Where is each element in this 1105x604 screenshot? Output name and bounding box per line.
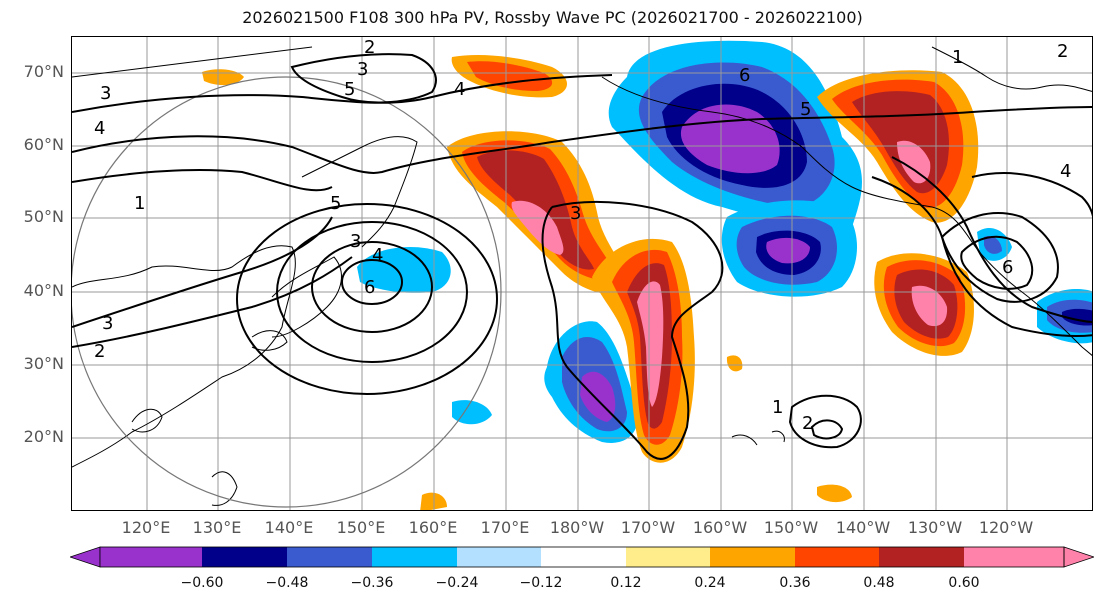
colorbar-bin xyxy=(626,547,710,567)
lat-label-60n: 60°N xyxy=(23,135,64,154)
contour-label: 4 xyxy=(454,79,465,100)
colorbar-tick-label: 0.12 xyxy=(610,575,642,591)
negative-anomaly-japan xyxy=(357,247,492,425)
contour-label: 3 xyxy=(350,231,361,252)
negative-anomaly-west-coast xyxy=(977,227,1092,344)
contour-label-group: 2 3 5 4 6 1 2 3 4 5 6 1 2 3 3 4 5 6 1 2 … xyxy=(94,37,1071,434)
colorbar-tick-label: 0.60 xyxy=(948,575,980,591)
lon-label-170w: 170°W xyxy=(620,518,676,537)
contour-label: 2 xyxy=(94,341,105,362)
lon-label-120e: 120°E xyxy=(121,518,171,537)
colorbar-tick-label: −0.12 xyxy=(519,575,563,591)
contour-label: 3 xyxy=(100,83,111,104)
lon-label-160w: 160°W xyxy=(692,518,748,537)
pv-map: 2 3 5 4 6 1 2 3 4 5 6 1 2 3 3 4 5 6 1 2 … xyxy=(72,37,1092,510)
contour-label: 4 xyxy=(372,245,383,266)
contour-label: 3 xyxy=(570,203,581,224)
colorbar-outline xyxy=(99,546,1065,568)
lon-label-150w: 150°W xyxy=(763,518,819,537)
lat-lon-grid xyxy=(72,37,1092,510)
colorbar-tick-label: −0.48 xyxy=(265,575,309,591)
colorbar-bin xyxy=(710,547,795,567)
contour-label: 4 xyxy=(94,118,105,139)
lon-label-140e: 140°E xyxy=(264,518,314,537)
colorbar-bin xyxy=(964,547,1064,567)
lon-label-130e: 130°E xyxy=(192,518,242,537)
contour-label: 2 xyxy=(802,413,813,434)
colorbar-bin xyxy=(372,547,457,567)
pv-contours xyxy=(72,53,1092,460)
positive-anomaly-small xyxy=(202,55,852,510)
contour-label: 4 xyxy=(1060,161,1071,182)
negative-anomaly-central-pacific xyxy=(721,200,857,297)
lon-label-150e: 150°E xyxy=(336,518,386,537)
colorbar-tick-label: −0.24 xyxy=(435,575,479,591)
contour-label: 5 xyxy=(330,193,341,214)
contour-label: 2 xyxy=(364,37,375,58)
contour-label: 1 xyxy=(952,47,963,68)
lat-label-30n: 30°N xyxy=(23,354,64,373)
lon-label-130w: 130°W xyxy=(907,518,963,537)
lat-label-20n: 20°N xyxy=(23,427,64,446)
map-title: 2026021500 F108 300 hPa PV, Rossby Wave … xyxy=(242,8,863,27)
colorbar-tick-label: −0.60 xyxy=(180,575,224,591)
positive-anomaly-east-pacific xyxy=(874,253,974,356)
contour-label: 5 xyxy=(800,99,811,120)
lat-label-50n: 50°N xyxy=(23,207,64,226)
colorbar-bin xyxy=(457,547,541,567)
negative-anomaly-north-pacific xyxy=(608,40,862,231)
contour-label: 5 xyxy=(344,79,355,100)
coastlines xyxy=(72,46,1092,506)
positive-anomaly-dateline xyxy=(592,238,695,463)
colorbar xyxy=(70,546,1094,568)
lon-label-140w: 140°W xyxy=(835,518,891,537)
colorbar-tick-label: 0.48 xyxy=(863,575,895,591)
contour-label: 6 xyxy=(1002,257,1013,278)
contour-label: 1 xyxy=(134,193,145,214)
lon-label-120w: 120°W xyxy=(978,518,1034,537)
contour-label: 1 xyxy=(772,397,783,418)
lon-label-160e: 160°E xyxy=(408,518,458,537)
lon-label-170e: 170°E xyxy=(480,518,530,537)
colorbar-bin xyxy=(287,547,372,567)
colorbar-bin xyxy=(879,547,964,567)
colorbar-extend-max xyxy=(1063,546,1094,568)
colorbar-tick-label: 0.36 xyxy=(779,575,811,591)
colorbar-bin xyxy=(100,547,202,567)
colorbar-bin xyxy=(541,547,626,567)
contour-label: 3 xyxy=(102,313,113,334)
lon-label-180w: 180°W xyxy=(549,518,605,537)
contour-label: 3 xyxy=(357,59,368,80)
contour-label: 2 xyxy=(1057,41,1068,62)
contour-label: 6 xyxy=(739,65,750,86)
colorbar-bin xyxy=(795,547,879,567)
map-panel: 2 3 5 4 6 1 2 3 4 5 6 1 2 3 3 4 5 6 1 2 … xyxy=(71,36,1093,511)
contour-label: 6 xyxy=(364,277,375,298)
range-circle xyxy=(72,76,502,508)
colorbar-tick-label: 0.24 xyxy=(694,575,726,591)
colorbar-bin xyxy=(202,547,287,567)
lat-label-40n: 40°N xyxy=(23,281,64,300)
colorbar-tick-label: −0.36 xyxy=(350,575,394,591)
lat-label-70n: 70°N xyxy=(23,62,64,81)
colorbar-extend-min xyxy=(70,546,101,568)
